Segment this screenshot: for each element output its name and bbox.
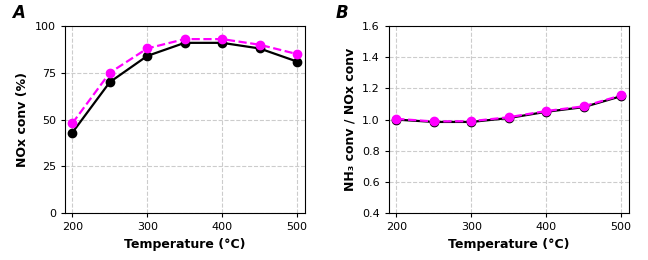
Text: B: B (336, 4, 349, 22)
Text: A: A (12, 4, 25, 22)
Y-axis label: NH₃ conv / NOx conv: NH₃ conv / NOx conv (343, 48, 356, 191)
X-axis label: Temperature (°C): Temperature (°C) (448, 238, 570, 251)
X-axis label: Temperature (°C): Temperature (°C) (124, 238, 246, 251)
Y-axis label: NOx conv (%): NOx conv (%) (16, 72, 29, 167)
